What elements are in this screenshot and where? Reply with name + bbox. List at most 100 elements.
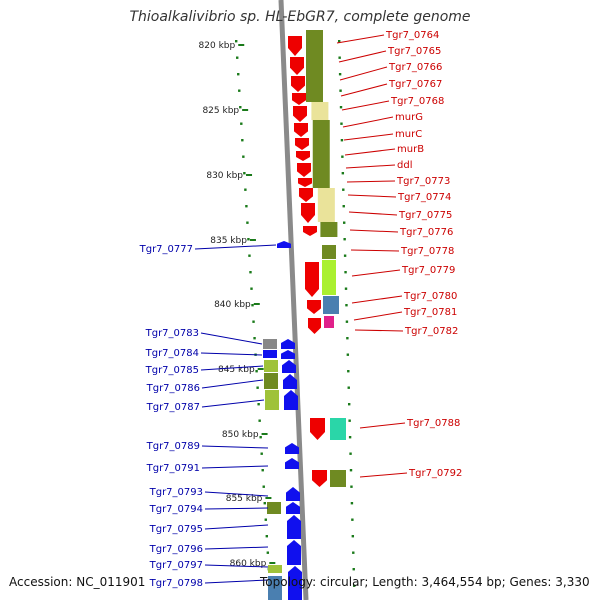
reverse-label-leader (194, 244, 277, 250)
gene-function-block (263, 350, 277, 358)
forward-gene-label: Tgr7_0774 (397, 192, 451, 203)
tick-dot (340, 139, 344, 142)
scale-label: 860 kbp (230, 559, 267, 569)
reverse-gene-arrow (281, 350, 295, 359)
forward-label-leader (359, 472, 408, 478)
tick-dot (342, 221, 346, 224)
gene-function-block (268, 565, 282, 573)
topology-text: Topology: circular; Length: 3,464,554 bp… (260, 575, 590, 589)
forward-gene-label: Tgr7_0788 (406, 418, 460, 429)
forward-gene-label: Tgr7_0779 (401, 265, 455, 276)
reverse-gene-label: Tgr7_0786 (146, 383, 200, 394)
tick-dot (352, 584, 356, 587)
tick-dot (342, 188, 345, 191)
forward-gene-arrow (296, 151, 310, 161)
reverse-label-leader (204, 507, 269, 510)
forward-gene-label: Tgr7_0767 (388, 79, 442, 90)
reverse-gene-label: Tgr7_0785 (145, 365, 199, 376)
reverse-gene-label: Tgr7_0789 (146, 441, 200, 452)
forward-gene-label: Tgr7_0776 (399, 227, 453, 238)
forward-gene-label: Tgr7_0773 (396, 176, 450, 187)
tick-dot (344, 271, 347, 274)
scale-tick (255, 370, 258, 373)
tick-dot (341, 172, 345, 175)
forward-label-leader (359, 422, 406, 429)
tick-dot (338, 73, 342, 76)
reverse-gene-label: Tgr7_0794 (149, 504, 203, 515)
forward-gene-arrow (299, 188, 313, 202)
reverse-label-leader (200, 365, 264, 371)
reverse-gene-arrow (287, 515, 301, 539)
forward-gene-arrow (307, 300, 321, 314)
forward-gene-label: murB (397, 144, 424, 155)
tick-dot (351, 518, 354, 521)
forward-gene-label: Tgr7_0768 (390, 96, 444, 107)
tick-dot (339, 106, 343, 109)
gene-function-block (323, 296, 339, 314)
gene-function-block (267, 502, 281, 514)
reverse-label-leader (201, 399, 265, 408)
gene-function-block (263, 339, 277, 349)
reverse-gene-label: Tgr7_0797 (149, 560, 203, 571)
reverse-label-leader (200, 332, 263, 345)
scale-tick (244, 188, 247, 191)
scale-tick (260, 452, 263, 455)
scale-label: 850 kbp (222, 430, 259, 440)
reverse-gene-arrow (281, 339, 295, 349)
forward-label-leader (347, 194, 397, 198)
tick-dot (347, 403, 351, 406)
scale-tick (245, 205, 248, 208)
reverse-gene-arrow (277, 241, 291, 248)
scale-tick (258, 419, 261, 422)
tick-dot (345, 320, 349, 323)
tick-dot (350, 502, 354, 505)
gene-function-block (322, 260, 336, 295)
genome-title: Thioalkalivibrio sp. HL-EbGR7, complete … (129, 9, 471, 25)
scale-dash (238, 44, 245, 46)
scale-dash (265, 497, 272, 499)
reverse-label-leader (204, 579, 269, 584)
reverse-gene-label: Tgr7_0783 (145, 328, 199, 339)
reverse-gene-arrow (288, 566, 302, 600)
tick-dot (344, 287, 348, 290)
forward-gene-arrow (291, 76, 305, 92)
tick-dot (345, 304, 348, 307)
reverse-gene-arrow (283, 374, 297, 389)
forward-gene-arrow (290, 57, 304, 75)
gene-function-block (265, 390, 279, 410)
function-bar-segment (317, 188, 335, 222)
gene-function-block (264, 360, 278, 372)
function-bar-segment (320, 222, 338, 237)
tick-dot (350, 485, 353, 488)
forward-gene-label: Tgr7_0781 (403, 307, 457, 318)
tick-dot (339, 89, 342, 92)
tick-dot (348, 419, 351, 422)
reverse-gene-label: Tgr7_0791 (146, 463, 200, 474)
reverse-gene-arrow (286, 502, 300, 514)
scale-tick (239, 106, 242, 109)
forward-gene-label: Tgr7_0778 (400, 246, 454, 257)
forward-gene-arrow (308, 318, 321, 334)
scale-tick (247, 238, 250, 241)
forward-gene-arrow (298, 178, 312, 187)
reverse-gene-label: Tgr7_0796 (149, 544, 203, 555)
function-bar-segment (312, 120, 330, 188)
forward-label-leader (353, 311, 403, 321)
scale-tick (264, 518, 267, 521)
tick-dot (349, 469, 353, 472)
gene-function-block (264, 373, 278, 389)
scale-dash (246, 174, 253, 176)
forward-label-leader (351, 295, 403, 304)
scale-tick (242, 155, 245, 158)
scale-tick (235, 40, 238, 43)
tick-dot (352, 568, 355, 571)
forward-gene-label: Tgr7_0765 (387, 46, 441, 57)
forward-gene-arrow (293, 106, 307, 122)
gene-function-block (322, 245, 336, 259)
scale-tick (236, 56, 239, 59)
reverse-gene-arrow (287, 540, 301, 565)
scale-dash (269, 562, 276, 564)
reverse-gene-arrow (285, 458, 299, 469)
gene-function-block (324, 316, 334, 328)
tick-dot (341, 155, 344, 158)
